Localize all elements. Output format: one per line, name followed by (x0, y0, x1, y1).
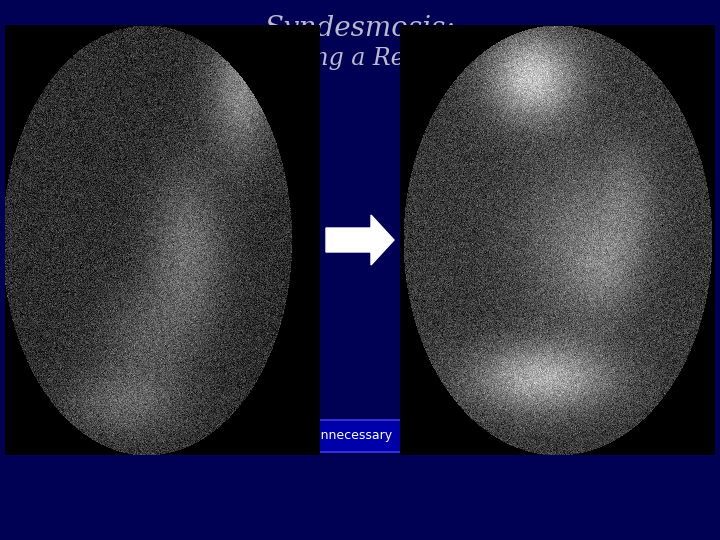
Text: 42°: 42° (465, 290, 523, 319)
FancyBboxPatch shape (260, 420, 425, 452)
Text: After Fixation: After Fixation (458, 55, 631, 75)
FancyBboxPatch shape (540, 420, 710, 452)
Text: Syndesmosis:: Syndesmosis: (265, 15, 455, 42)
Text: DF unnecessary: DF unnecessary (292, 429, 392, 442)
FancyBboxPatch shape (5, 43, 220, 87)
FancyBboxPatch shape (450, 43, 665, 87)
Text: Before Fixation: Before Fixation (13, 55, 206, 75)
Text: Tornetta JBJS: Tornetta JBJS (585, 429, 665, 442)
Text: Obtaining a Reduction: Obtaining a Reduction (225, 46, 495, 70)
Polygon shape (326, 215, 394, 265)
Text: 43°: 43° (60, 226, 117, 254)
